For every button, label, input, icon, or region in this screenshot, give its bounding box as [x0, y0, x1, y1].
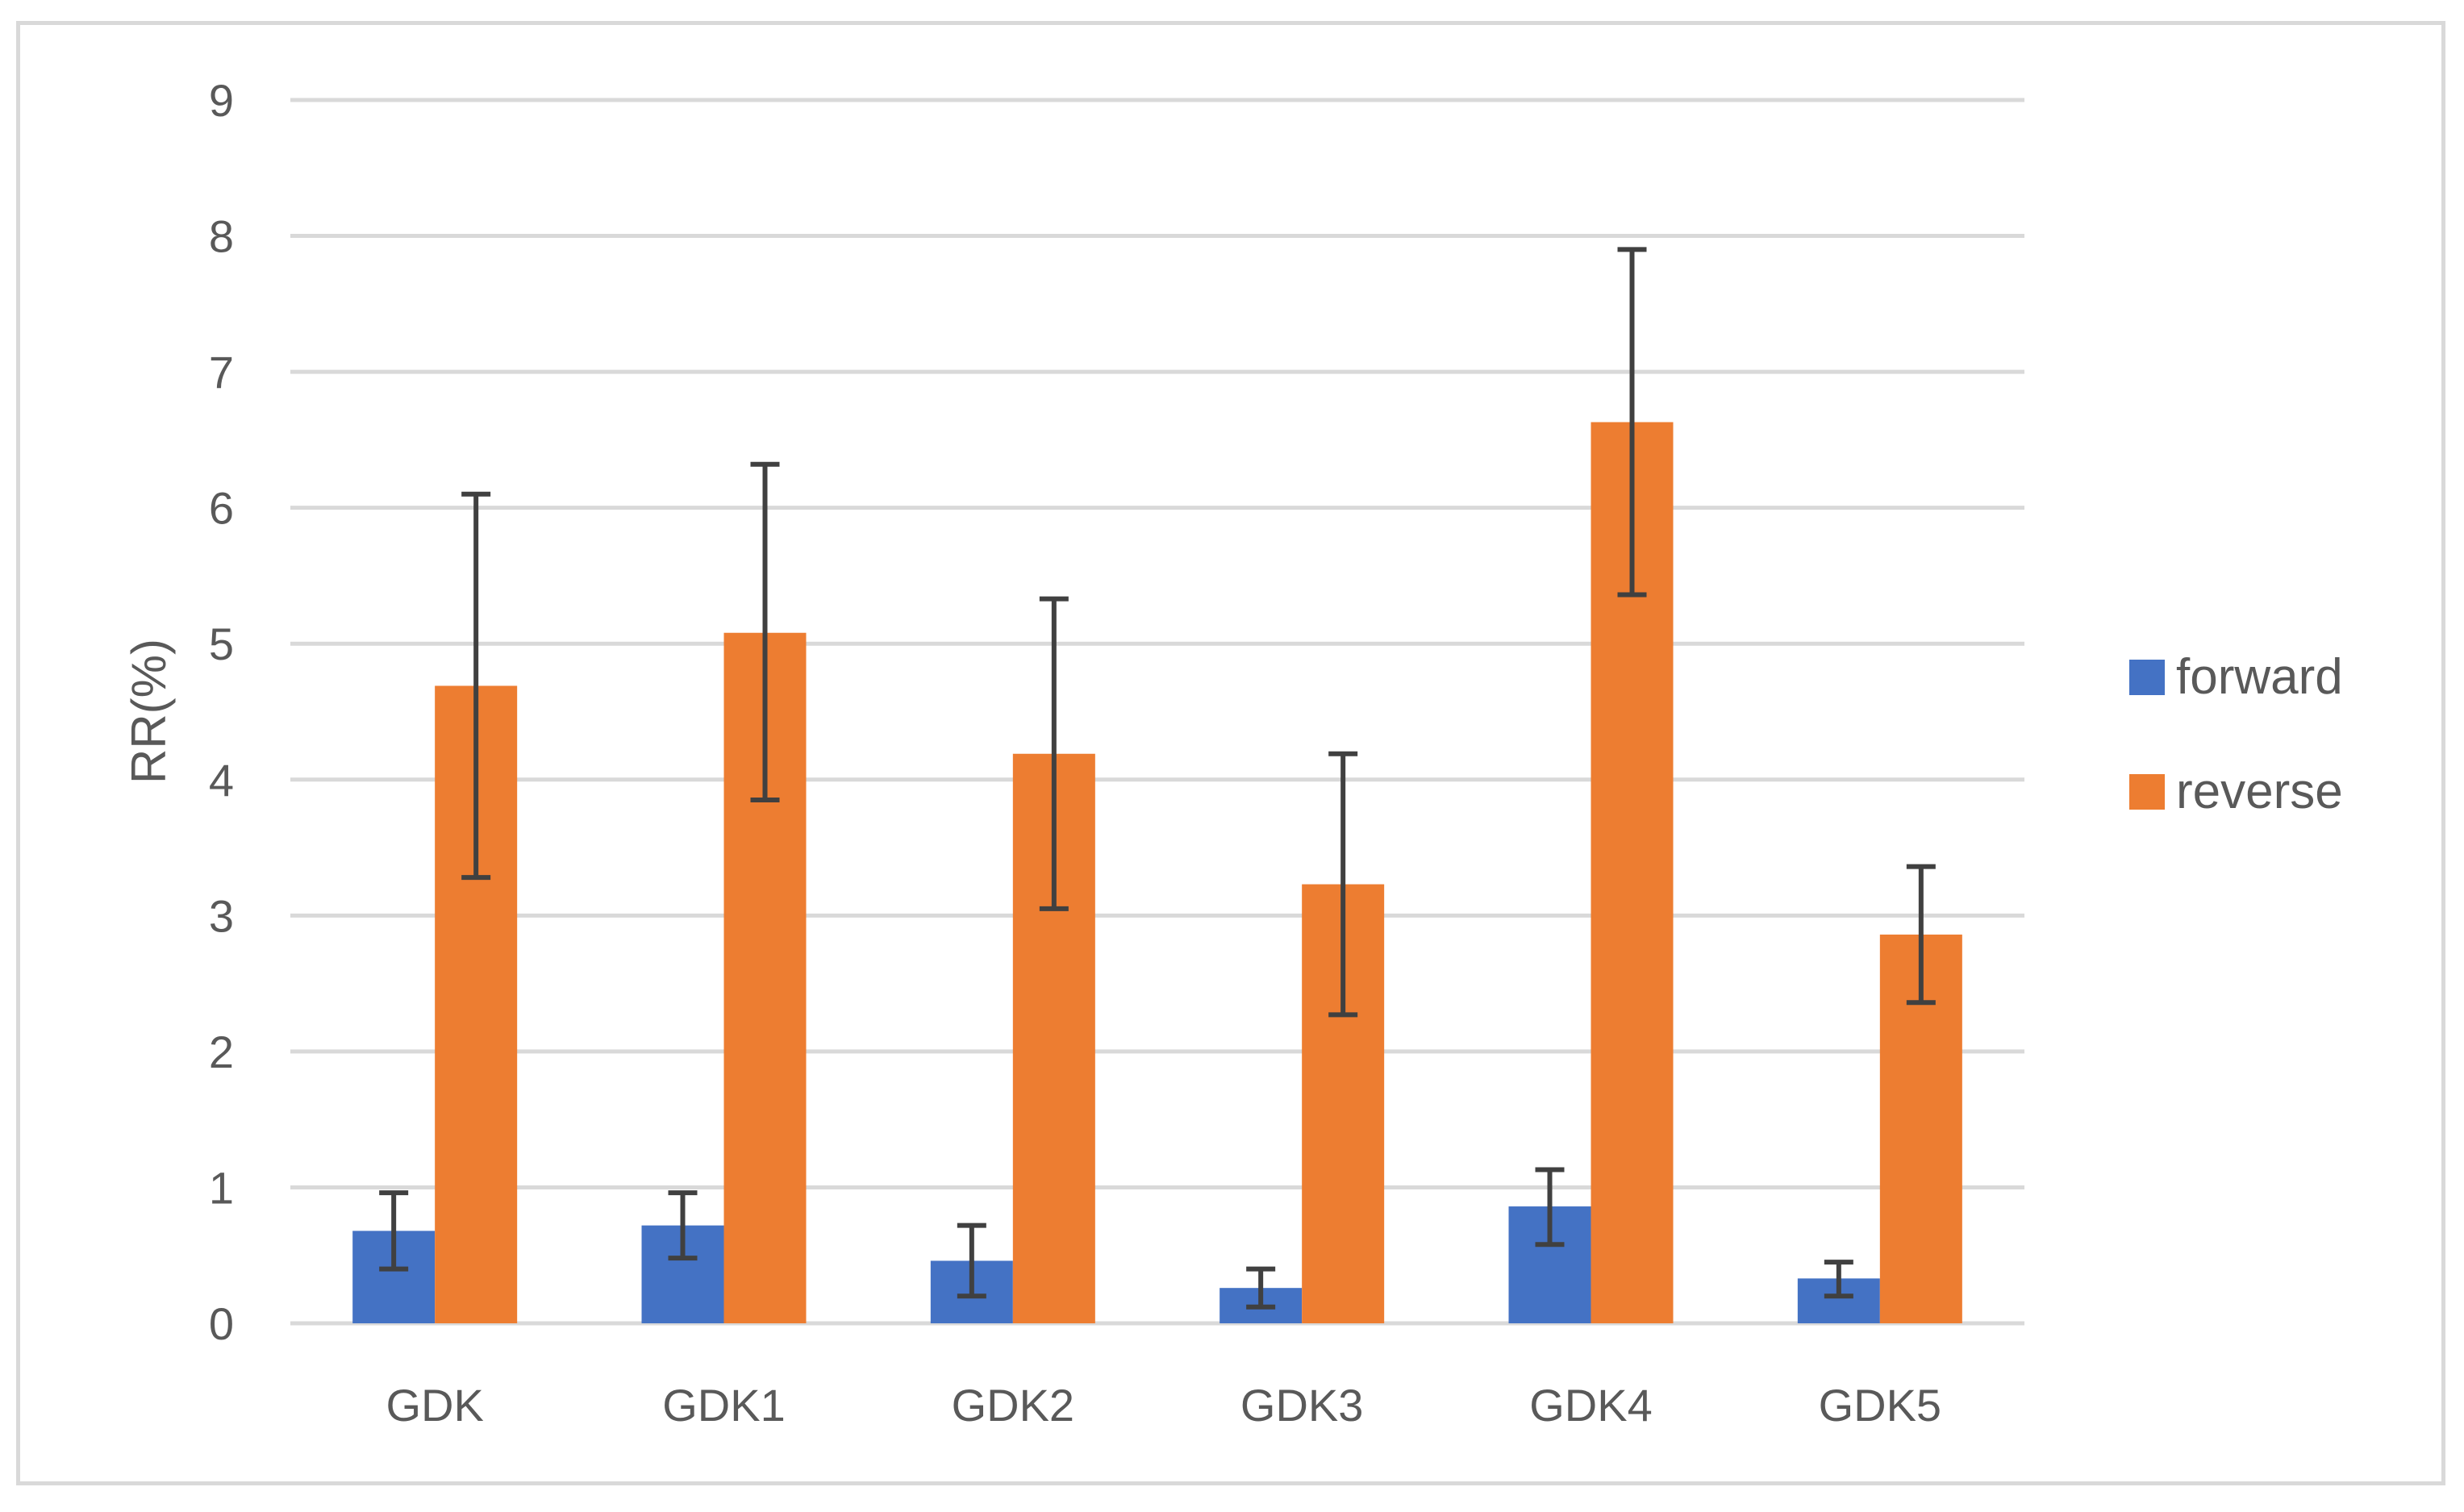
error-bar-reverse: [1617, 247, 1647, 598]
error-bar-forward: [957, 1223, 986, 1299]
legend: forward reverse: [2129, 649, 2343, 819]
y-tick-label: 5: [209, 619, 234, 669]
x-tick-label: GDK: [386, 1380, 483, 1431]
legend-swatch-reverse: [2129, 774, 2165, 810]
x-axis-ticks: GDK GDK1 GDK2 GDK3 GDK4 GDK5: [386, 1380, 1941, 1431]
x-tick-label: GDK4: [1529, 1380, 1653, 1431]
error-bar-reverse: [1039, 596, 1069, 911]
y-tick-label: 2: [209, 1027, 234, 1077]
y-tick-label: 4: [209, 755, 234, 806]
error-bar-forward: [379, 1190, 409, 1272]
error-bar-reverse: [1328, 751, 1358, 1018]
error-bar-reverse: [1906, 864, 1936, 1006]
y-axis-title: RR(%): [122, 639, 176, 784]
y-tick-label: 0: [209, 1298, 234, 1349]
y-axis-ticks: 0 1 2 3 4 5 6 7 8 9: [209, 75, 234, 1349]
y-tick-label: 3: [209, 890, 234, 941]
legend-swatch-forward: [2129, 660, 2165, 695]
legend-label-forward: forward: [2176, 649, 2343, 705]
x-tick-label: GDK2: [952, 1380, 1075, 1431]
legend-label-reverse: reverse: [2176, 764, 2343, 819]
gridlines: [290, 98, 2024, 1326]
y-tick-label: 8: [209, 211, 234, 262]
error-bar-reverse: [461, 491, 491, 881]
y-tick-label: 1: [209, 1162, 234, 1213]
x-tick-label: GDK1: [662, 1380, 786, 1431]
error-bars: [379, 247, 1936, 1310]
y-tick-label: 9: [209, 75, 234, 126]
error-bar-forward: [1246, 1266, 1276, 1310]
error-bar-forward: [668, 1190, 698, 1261]
error-bar-forward: [1535, 1167, 1565, 1248]
error-bar-forward: [1824, 1260, 1853, 1299]
x-tick-label: GDK3: [1240, 1380, 1364, 1431]
x-tick-label: GDK5: [1819, 1380, 1942, 1431]
y-tick-label: 7: [209, 347, 234, 398]
y-tick-label: 6: [209, 483, 234, 534]
error-bar-reverse: [750, 461, 780, 803]
